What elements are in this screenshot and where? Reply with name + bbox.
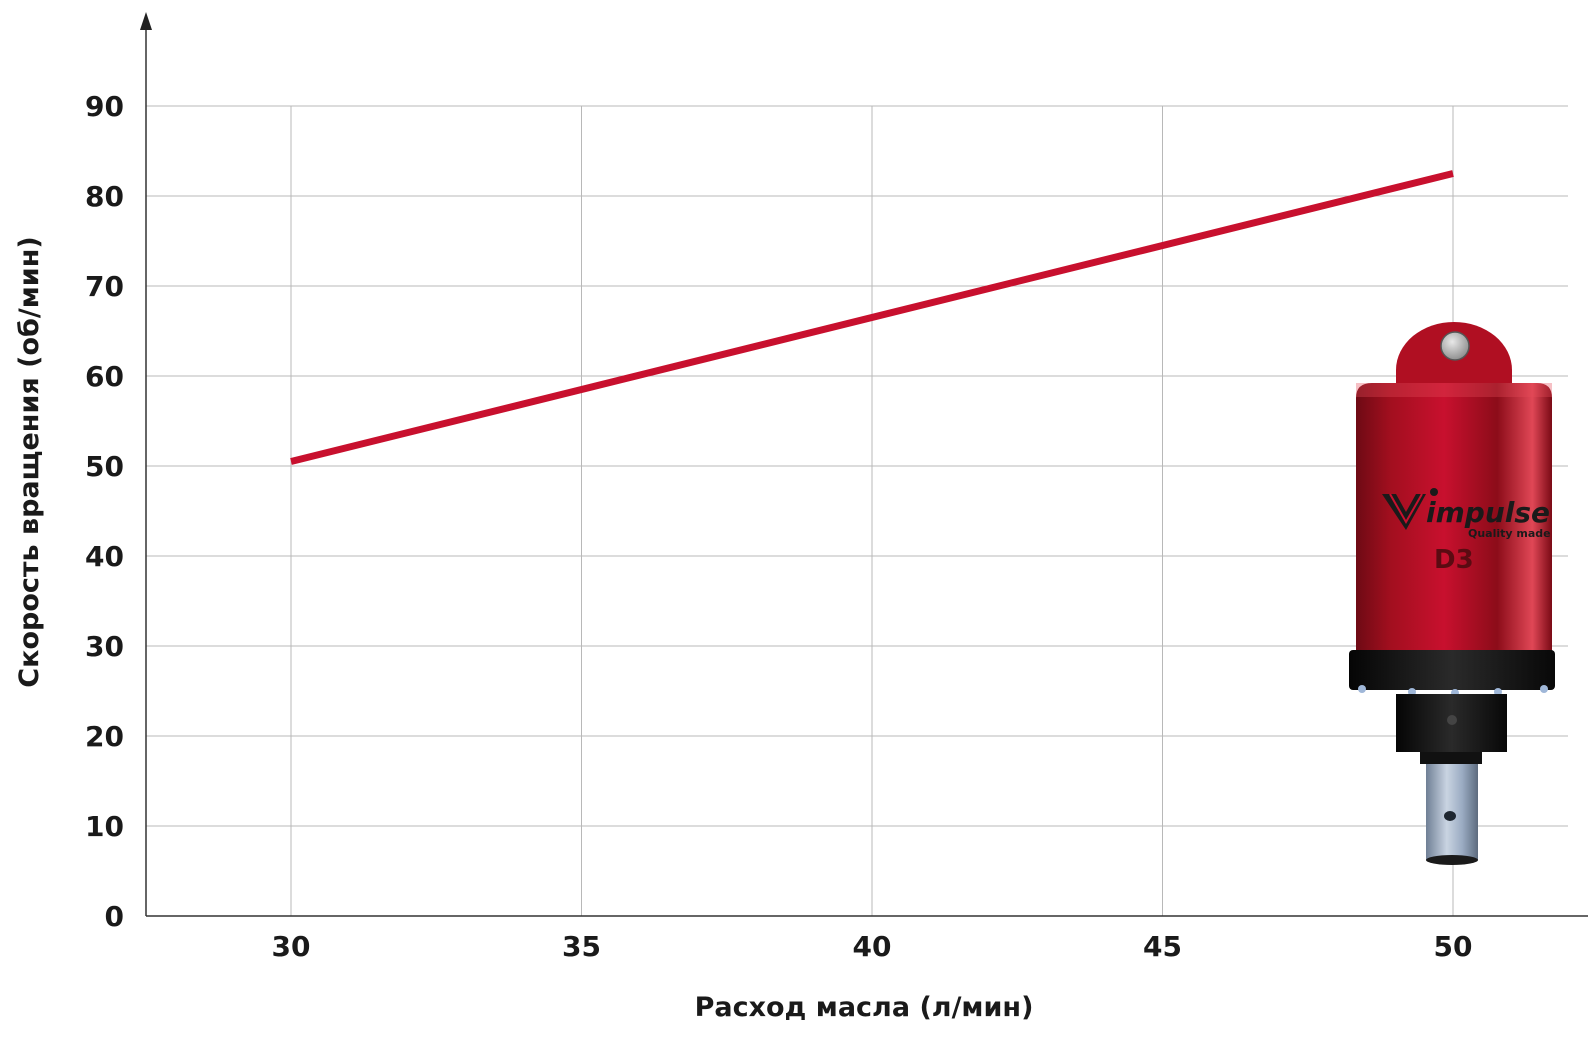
series bbox=[290, 170, 1454, 465]
y-tick-label: 90 bbox=[85, 90, 124, 123]
housing-bolt bbox=[1447, 715, 1457, 725]
y-axis-title: Скорость вращения (об/мин) bbox=[14, 236, 45, 687]
x-axis-title: Расход масла (л/мин) bbox=[695, 992, 1034, 1023]
y-tick-label: 40 bbox=[85, 540, 124, 573]
y-tick-label: 0 bbox=[105, 900, 124, 933]
motor-top-ring bbox=[1356, 383, 1552, 397]
x-tick-label: 30 bbox=[272, 930, 311, 963]
product-illustration: impulse Quality made D3 bbox=[1349, 322, 1555, 865]
y-tick-label: 60 bbox=[85, 360, 124, 393]
y-tick-label: 30 bbox=[85, 630, 124, 663]
y-tick-label: 50 bbox=[85, 450, 124, 483]
x-tick-label: 50 bbox=[1434, 930, 1473, 963]
series-line bbox=[290, 170, 1454, 465]
housing-cap bbox=[1420, 752, 1482, 764]
axes bbox=[140, 12, 1588, 917]
x-tick-label: 35 bbox=[562, 930, 601, 963]
motor-body bbox=[1356, 383, 1552, 652]
grid bbox=[146, 105, 1568, 916]
tick-labels: 0 10 20 30 40 50 60 70 80 90 30 35 40 45 50 bbox=[85, 90, 1472, 963]
shaft-pin-hole bbox=[1444, 811, 1456, 821]
x-tick-label: 45 bbox=[1143, 930, 1182, 963]
x-tick-label: 40 bbox=[853, 930, 892, 963]
y-tick-label: 80 bbox=[85, 180, 124, 213]
brand-name: impulse bbox=[1426, 496, 1550, 529]
brand-tagline: Quality made bbox=[1468, 527, 1551, 540]
y-tick-label: 10 bbox=[85, 810, 124, 843]
model-name: D3 bbox=[1434, 545, 1474, 575]
y-tick-label: 70 bbox=[85, 270, 124, 303]
y-tick-label: 20 bbox=[85, 720, 124, 753]
shaft-end bbox=[1426, 855, 1478, 865]
motor-collar bbox=[1349, 650, 1555, 690]
y-axis-arrow bbox=[140, 12, 152, 30]
brand-logo: impulse Quality made D3 bbox=[1382, 488, 1551, 575]
mount-pin bbox=[1440, 331, 1470, 361]
